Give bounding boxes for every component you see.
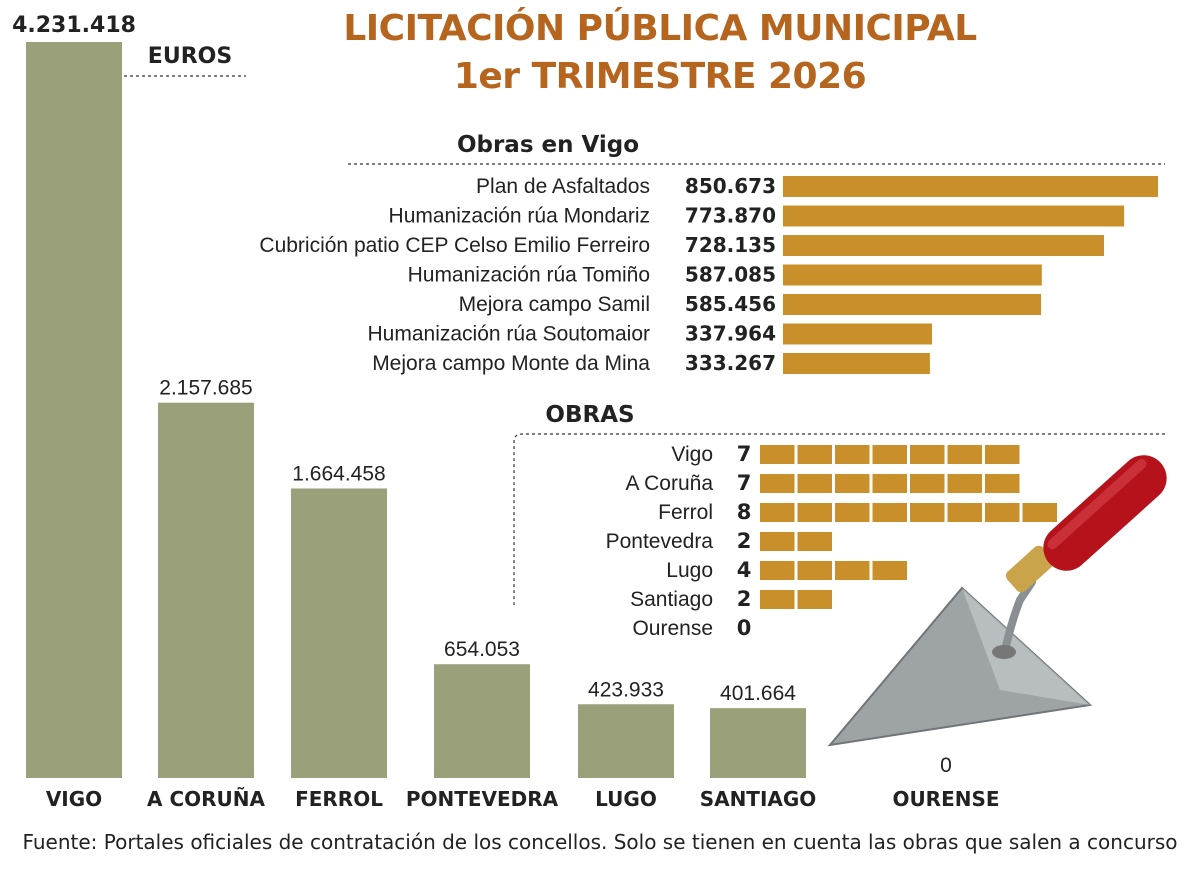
obras-count-segment [835,474,870,493]
vigo-work-name: Humanización rúa Soutomaior [368,323,650,346]
chart-title-line1: LICITACIÓN PÚBLICA MUNICIPAL [343,8,977,49]
obras-city-name: Santiago [630,588,713,611]
obras-count-segment [947,474,982,493]
main-bar-chart: 4.231.418 VIGO 2.157.685 A CORUÑA 1.664.458 F… [12,13,999,811]
category-label: VIGO [46,787,102,811]
obras-count-segment [760,532,795,551]
vigo-work-bar [783,235,1104,256]
vigo-work-bar [783,205,1125,227]
vigo-work-bar [783,323,932,345]
obras-count-value: 2 [737,529,752,553]
obras-count-segment [760,590,795,609]
obras-city-name: A Coruña [625,472,713,495]
obras-count-segment [872,561,907,580]
obras-count-segment [910,474,945,493]
obras-count-segment [797,532,832,551]
bar-value-label: 4.231.418 [12,13,136,38]
trowel-illustration [827,455,1167,747]
obras-count-segment [872,474,907,493]
obras-count-segment [947,503,982,522]
category-label: LUGO [595,787,657,811]
vigo-work-value: 850.673 [685,174,776,198]
obras-count-value: 4 [737,558,752,582]
vigo-work-value: 337.964 [685,322,776,346]
vigo-work-bar [783,353,930,374]
obras-count-segment [835,445,870,464]
obras-count-segment [797,474,832,493]
vigo-work-value: 728.135 [685,233,776,257]
bar-value-label: 1.664.458 [292,462,385,485]
bar-value-label: 654.053 [444,638,520,661]
obras-count-segment [835,503,870,522]
obras-count-segment [947,445,982,464]
obras-count-segment [835,561,870,580]
bar-4 [434,664,530,778]
obras-divider [513,433,1165,608]
vigo-work-value: 333.267 [685,351,776,375]
vigo-work-name: Humanización rúa Mondariz [389,205,650,228]
vigo-works-chart: Obras en Vigo Plan de Asfaltados 850.673 Hu… [259,132,1165,375]
obras-count-segment [872,445,907,464]
source-footnote: Fuente: Portales oficiales de contrataci… [22,830,1178,854]
obras-count-chart: OBRAS Vigo 7 A Coruña 7 Ferrol 8 Pontevedra 2 Lug… [513,402,1165,640]
vigo-work-value: 587.085 [685,263,776,287]
bar-2 [158,402,254,778]
obras-count-segment [760,503,795,522]
bar-5 [578,704,674,778]
obras-count-segment [760,445,795,464]
obras-count-segment [985,474,1020,493]
vigo-work-value: 773.870 [685,204,776,228]
obras-count-segment [760,561,795,580]
obras-count-segment [872,503,907,522]
obras-count-segment [797,561,832,580]
vigo-work-bar [783,264,1042,286]
category-label: A CORUÑA [147,787,266,811]
bar-6 [710,708,806,778]
y-unit-label: EUROS [148,44,232,69]
obras-count-value: 2 [737,587,752,611]
vigo-work-name: Plan de Asfaltados [476,175,650,198]
category-label: SANTIAGO [700,787,817,811]
bar-value-label: 423.933 [588,678,664,701]
obras-city-name: Pontevedra [606,530,714,553]
obras-count-segment [797,590,832,609]
vigo-work-name: Mejora campo Samil [459,293,650,316]
vigo-work-value: 585.456 [685,292,776,316]
obras-city-name: Lugo [666,559,713,582]
vigo-work-name: Mejora campo Monte da Mina [372,352,650,375]
vigo-work-name: Humanización rúa Tomiño [408,264,650,287]
bar-3 [291,488,387,778]
bar-value-label: 2.157.685 [159,377,252,400]
obras-count-segment [1022,503,1057,522]
obras-count-value: 8 [737,500,752,524]
vigo-work-name: Cubrición patio CEP Celso Emilio Ferreir… [259,234,650,257]
vigo-work-bar [783,294,1042,315]
vigo-section-title: Obras en Vigo [457,132,639,158]
bar-value-label: 401.664 [720,682,796,705]
obras-city-name: Ourense [632,617,713,640]
category-label: PONTEVEDRA [406,787,559,811]
obras-count-segment [985,445,1020,464]
obras-count-segment [910,503,945,522]
obras-count-value: 7 [737,442,752,466]
obras-count-value: 0 [737,616,752,640]
obras-count-segment [797,503,832,522]
category-label: FERROL [295,787,383,811]
bar-value-label: 0 [940,754,952,777]
chart-title-line2: 1er TRIMESTRE 2026 [453,56,867,97]
obras-count-segment [910,445,945,464]
obras-city-name: Vigo [671,443,713,466]
obras-count-segment [797,445,832,464]
obras-count-segment [760,474,795,493]
category-label: OURENSE [892,787,999,811]
obras-count-segment [985,503,1020,522]
obras-section-title: OBRAS [545,402,634,428]
obras-city-name: Ferrol [658,501,713,524]
vigo-work-bar [783,176,1158,197]
bar-1 [26,42,122,778]
obras-count-value: 7 [737,471,752,495]
